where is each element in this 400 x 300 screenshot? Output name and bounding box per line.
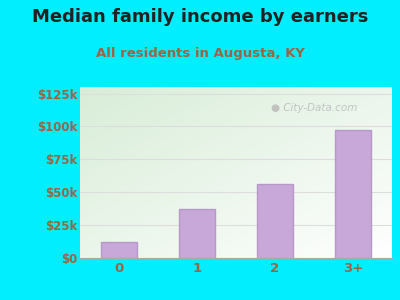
Text: ● City-Data.com: ● City-Data.com <box>271 103 357 112</box>
Bar <box>102 242 136 258</box>
Bar <box>336 130 370 258</box>
Bar <box>180 209 214 258</box>
Bar <box>258 184 292 258</box>
Text: All residents in Augusta, KY: All residents in Augusta, KY <box>96 46 304 59</box>
Text: Median family income by earners: Median family income by earners <box>32 8 368 26</box>
